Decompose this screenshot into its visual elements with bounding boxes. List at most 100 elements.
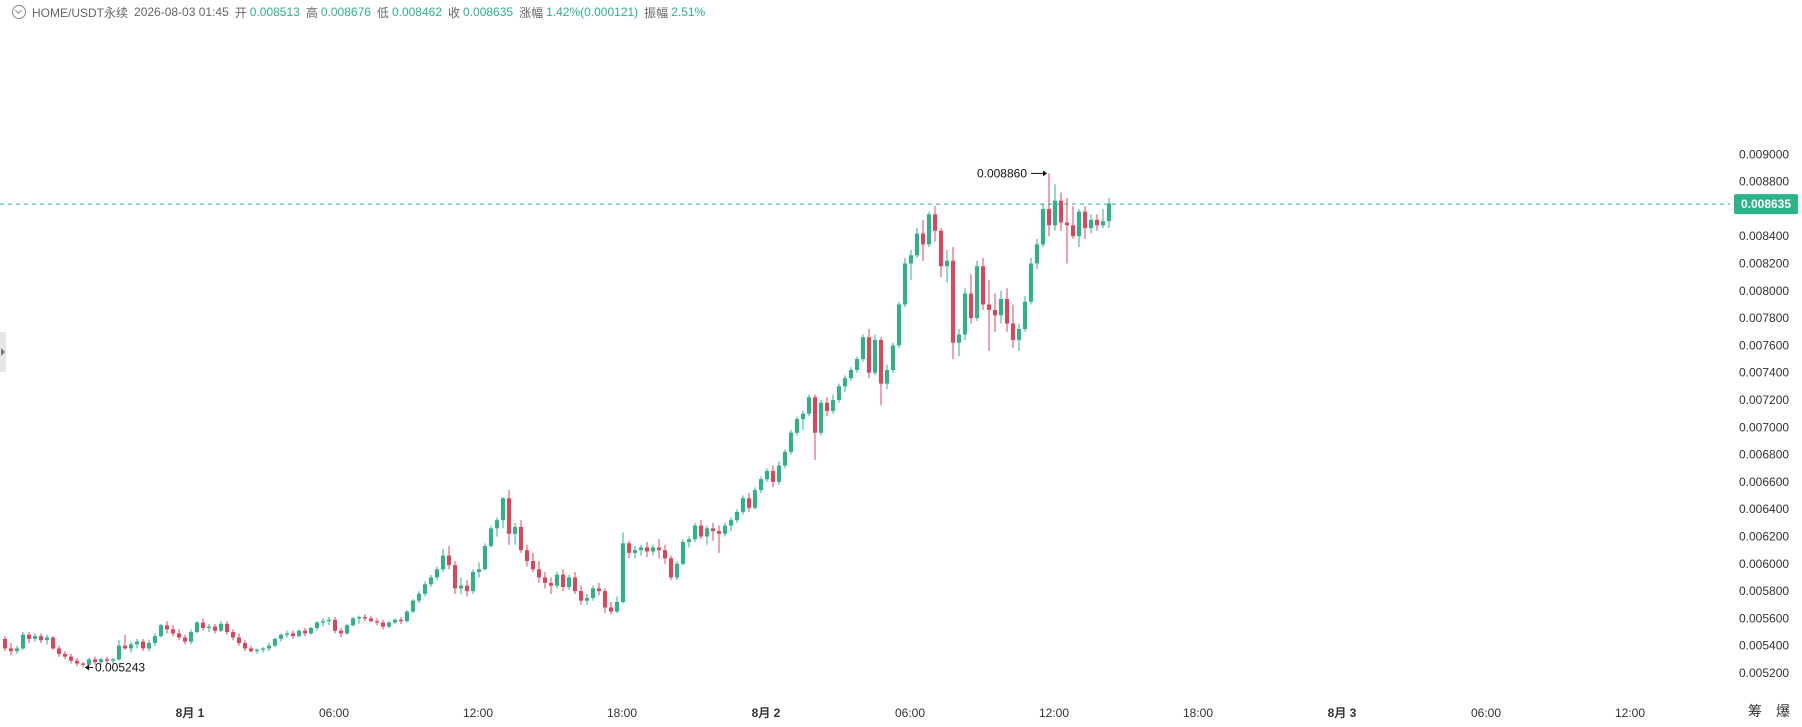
candle-body (1011, 323, 1015, 340)
candle-body (213, 626, 217, 631)
close-value: 0.008635 (463, 5, 514, 19)
candle-body (885, 369, 889, 384)
time-tick-label: 06:00 (895, 706, 925, 720)
candle-body (1029, 263, 1033, 302)
candle-body (375, 621, 379, 623)
candle-body (729, 520, 733, 526)
candle-body (81, 663, 85, 665)
low-value: 0.008462 (391, 5, 442, 19)
time-tick-label: 06:00 (1471, 706, 1501, 720)
price-tick-label: 0.007800 (1739, 311, 1789, 325)
candle-body (633, 550, 637, 553)
candle-body (573, 577, 577, 592)
candle-body (645, 547, 649, 552)
candle-body (927, 214, 931, 245)
liquidation-button[interactable]: 爆 (1776, 703, 1790, 719)
candle-body (897, 304, 901, 346)
candle-body (711, 528, 715, 532)
candle-body (657, 547, 661, 551)
candle-body (1089, 219, 1093, 229)
candle-body (177, 633, 181, 638)
candle-body (39, 636, 43, 641)
time-tick-label: 06:00 (319, 706, 349, 720)
candle-body (171, 629, 175, 634)
candle-body (345, 625, 349, 634)
symbol-label: HOME/USDT永续 (32, 5, 129, 20)
candle-body (753, 490, 757, 508)
candle-body (1023, 301, 1027, 330)
candle-body (531, 561, 535, 570)
candle-body (951, 260, 955, 343)
price-tick-label: 0.005400 (1739, 639, 1789, 653)
candle-body (915, 233, 919, 256)
candle-body (393, 619, 397, 623)
candle-body (291, 633, 295, 637)
candle-body (297, 630, 301, 637)
price-tick-label: 0.009000 (1739, 147, 1789, 161)
candle-body (189, 632, 193, 642)
candle-body (681, 541, 685, 564)
max-arrow-head (1043, 170, 1047, 177)
candle-body (399, 619, 403, 622)
price-tick-label: 0.008400 (1739, 229, 1789, 243)
candle-body (723, 525, 727, 534)
candle-body (795, 419, 799, 433)
candle-body (363, 617, 367, 619)
candle-body (561, 574, 565, 588)
amplitude-label: 振幅 (644, 5, 669, 20)
candle-body (867, 337, 871, 373)
candle-body (195, 622, 199, 633)
candle-body (225, 623, 229, 633)
candle-body (321, 621, 325, 623)
candle-body (807, 397, 811, 414)
candle-body (609, 607, 613, 612)
candle-body (105, 659, 109, 661)
candle-body (555, 574, 559, 586)
candle-body (69, 656, 73, 661)
candle-body (525, 550, 529, 562)
candle-body (1107, 203, 1111, 222)
candle-body (963, 293, 967, 335)
candle-body (435, 569, 439, 578)
open-label: 开 (234, 5, 247, 20)
candle-body (741, 498, 745, 512)
price-tick-label: 0.006200 (1739, 530, 1789, 544)
open-value: 0.008513 (249, 5, 300, 19)
candle-body (267, 645, 271, 649)
candle-body (831, 400, 835, 411)
time-tick-label: 8月 3 (1328, 706, 1357, 720)
candle-body (183, 637, 187, 642)
candle-body (99, 659, 103, 663)
candle-body (417, 593, 421, 601)
candle-body (591, 588, 595, 598)
max-price-label: 0.008860 (977, 166, 1027, 180)
chip-distribution-button[interactable]: 筹 (1748, 703, 1762, 719)
candle-body (453, 565, 457, 589)
candle-body (651, 547, 655, 552)
candle-body (9, 648, 13, 652)
collapse-toggle-icon[interactable] (12, 5, 26, 19)
candle-body (585, 597, 589, 601)
candle-body (801, 413, 805, 420)
footer-tools: 筹 爆 (1748, 701, 1790, 721)
candle-body (675, 563, 679, 578)
candle-body (837, 386, 841, 400)
candle-body (387, 622, 391, 627)
candle-body (21, 634, 25, 649)
candle-body (861, 337, 865, 360)
candle-body (477, 569, 481, 572)
last-price-label: 0.008635 (1741, 197, 1791, 211)
candle-body (627, 543, 631, 553)
candle-body (219, 623, 223, 631)
candle-body (333, 619, 337, 631)
high-label: 高 (305, 5, 318, 20)
candle-body (975, 266, 979, 319)
candle-body (993, 309, 997, 316)
time-tick-label: 8月 1 (176, 706, 205, 720)
candle-body (159, 625, 163, 637)
candle-body (543, 577, 547, 583)
left-panel-toggle-icon[interactable] (0, 332, 6, 372)
price-tick-label: 0.007600 (1739, 338, 1789, 352)
candle-body (15, 648, 19, 652)
